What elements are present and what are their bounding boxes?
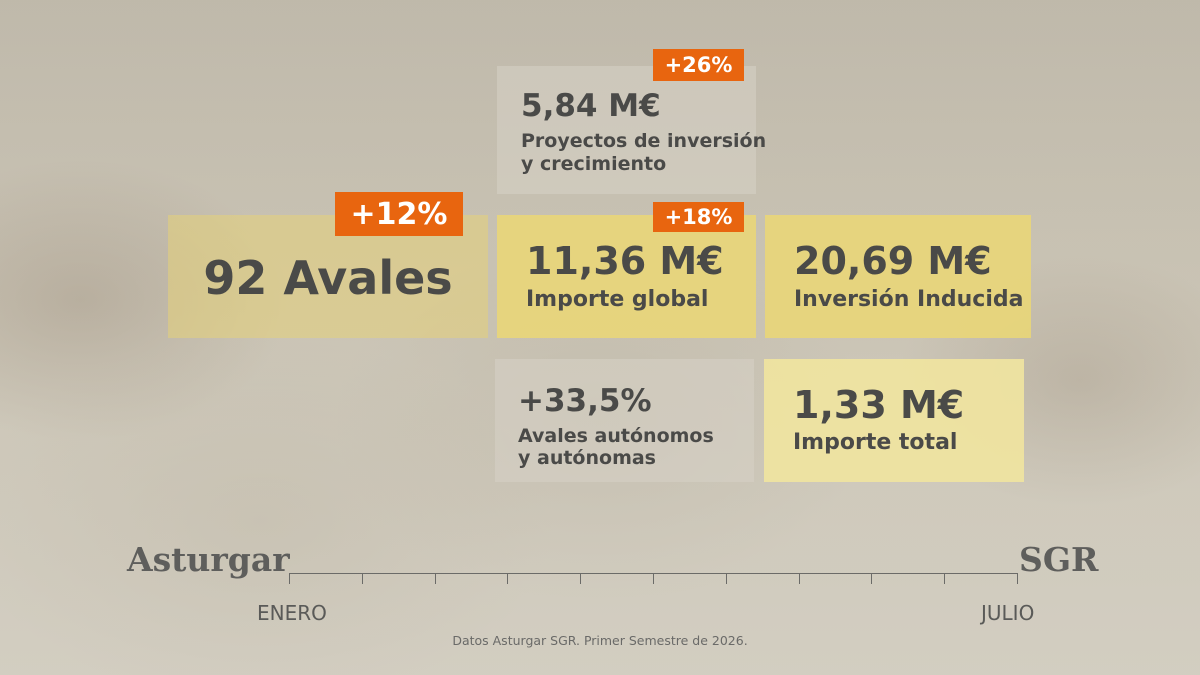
importe-total-value: 1,33 M€ (793, 383, 965, 427)
timeline-end-label: JULIO (981, 601, 1035, 625)
importe-global-label: Importe global (526, 287, 709, 312)
autonomos-label-line2: y autónomas (518, 447, 656, 469)
timeline-tick (653, 573, 654, 584)
timeline-tick (725, 573, 727, 584)
proyectos-value: 5,84 M€ (521, 88, 661, 124)
proyectos-growth-badge: +26% (653, 49, 744, 81)
avales-value: 92 Avales (203, 251, 453, 305)
timeline-tick (1017, 573, 1018, 584)
source-note: Datos Asturgar SGR. Primer Semestre de 2… (452, 633, 748, 648)
card-inversion-inducida: 20,69 M€ Inversión Inducida (765, 215, 1031, 338)
autonomos-label-line1: Avales autónomos (518, 425, 714, 447)
card-autonomos: +33,5% Avales autónomos y autónomas (495, 359, 754, 482)
timeline-tick (944, 573, 946, 584)
brand-right: SGR (1019, 540, 1099, 579)
timeline-tick (507, 573, 509, 584)
card-importe-total: 1,33 M€ Importe total (764, 359, 1024, 482)
proyectos-label-line1: Proyectos de inversión (521, 130, 767, 152)
inversion-label: Inversión Inducida (794, 287, 1024, 312)
avales-growth-badge: +12% (335, 192, 463, 236)
timeline-tick (798, 573, 800, 584)
timeline-tick (434, 573, 436, 584)
importe-global-value: 11,36 M€ (526, 239, 724, 283)
card-importe-global: 11,36 M€ Importe global (497, 215, 756, 338)
proyectos-label-line2: y crecimiento (521, 153, 667, 175)
card-proyectos: 5,84 M€ Proyectos de inversión y crecimi… (497, 66, 766, 194)
timeline-tick (289, 573, 290, 584)
importe-global-growth-badge: +18% (653, 202, 744, 232)
timeline-tick (361, 573, 363, 584)
inversion-value: 20,69 M€ (794, 239, 992, 283)
brand-left: Asturgar (127, 540, 290, 579)
timeline-tick (580, 573, 582, 584)
autonomos-value: +33,5% (518, 383, 652, 419)
importe-total-label: Importe total (793, 430, 958, 455)
timeline-start-label: ENERO (257, 601, 327, 625)
timeline-tick (871, 573, 873, 584)
